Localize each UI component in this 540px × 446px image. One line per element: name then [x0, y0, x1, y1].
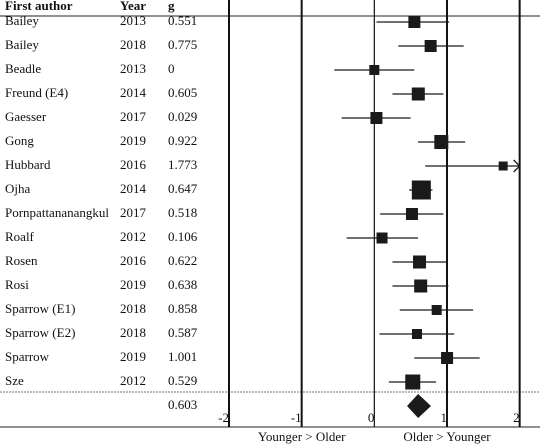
- summary-diamond: [407, 394, 432, 418]
- axis-label: Younger > Older: [258, 429, 346, 444]
- column-header: First author: [5, 0, 73, 13]
- study-square: [408, 16, 421, 28]
- author: Freund (E4): [5, 85, 68, 100]
- study-square: [411, 87, 425, 101]
- x-tick-label: 1: [440, 410, 447, 425]
- year: 2012: [120, 229, 146, 244]
- study-square: [405, 374, 421, 390]
- study-square: [411, 329, 422, 339]
- effect-size: 0.106: [168, 229, 198, 244]
- x-tick-label: 0: [368, 410, 375, 425]
- effect-size: 0.587: [168, 325, 198, 340]
- study-square: [413, 255, 427, 269]
- study-square: [414, 279, 428, 293]
- year: 2018: [120, 301, 146, 316]
- summary-value: 0.603: [168, 397, 197, 412]
- effect-size: 0.029: [168, 109, 197, 124]
- author: Bailey: [5, 13, 39, 28]
- author: Pornpattananangkul: [5, 205, 109, 220]
- author: Roalf: [5, 229, 35, 244]
- year: 2013: [120, 61, 146, 76]
- effect-size: 0.858: [168, 301, 197, 316]
- study-square: [369, 65, 380, 75]
- study-square: [434, 135, 449, 149]
- year: 2019: [120, 349, 146, 364]
- year: 2016: [120, 253, 147, 268]
- axis-label: Older > Younger: [403, 429, 491, 444]
- year: 2012: [120, 373, 146, 388]
- study-square: [424, 40, 437, 52]
- year: 2014: [120, 85, 147, 100]
- study-square: [411, 180, 431, 200]
- effect-size: 0.775: [168, 37, 197, 52]
- study-square: [431, 305, 442, 315]
- effect-size: 1.001: [168, 349, 197, 364]
- effect-size: 0.605: [168, 85, 197, 100]
- study-square: [441, 352, 454, 364]
- effect-size: 0.518: [168, 205, 197, 220]
- effect-size: 0.647: [168, 181, 198, 196]
- effect-size: 0.638: [168, 277, 197, 292]
- author: Sparrow (E2): [5, 325, 75, 340]
- year: 2017: [120, 109, 147, 124]
- author: Bailey: [5, 37, 39, 52]
- year: 2019: [120, 133, 146, 148]
- column-header: Year: [120, 0, 146, 13]
- x-tick-label: -1: [291, 410, 302, 425]
- effect-size: 0.922: [168, 133, 197, 148]
- effect-size: 0.529: [168, 373, 197, 388]
- x-tick-label: 2: [513, 410, 520, 425]
- year: 2013: [120, 13, 146, 28]
- author: Sparrow: [5, 349, 50, 364]
- author: Ojha: [5, 181, 31, 196]
- author: Gong: [5, 133, 34, 148]
- author: Hubbard: [5, 157, 51, 172]
- effect-size: 0.622: [168, 253, 197, 268]
- author: Sze: [5, 373, 24, 388]
- x-tick-label: -2: [218, 410, 229, 425]
- year: 2017: [120, 205, 147, 220]
- effect-size: 0: [168, 61, 175, 76]
- year: 2016: [120, 157, 147, 172]
- year: 2014: [120, 181, 147, 196]
- column-header: g: [168, 0, 175, 13]
- study-square: [376, 232, 388, 244]
- year: 2018: [120, 325, 146, 340]
- author: Rosen: [5, 253, 38, 268]
- author: Gaesser: [5, 109, 47, 124]
- author: Beadle: [5, 61, 41, 76]
- study-square: [405, 208, 418, 220]
- year: 2019: [120, 277, 146, 292]
- author: Sparrow (E1): [5, 301, 75, 316]
- author: Rosi: [5, 277, 29, 292]
- effect-size: 0.551: [168, 13, 197, 28]
- year: 2018: [120, 37, 146, 52]
- ci-arrow: [513, 159, 521, 173]
- effect-size: 1.773: [168, 157, 197, 172]
- study-square: [370, 112, 383, 124]
- study-square: [498, 161, 508, 171]
